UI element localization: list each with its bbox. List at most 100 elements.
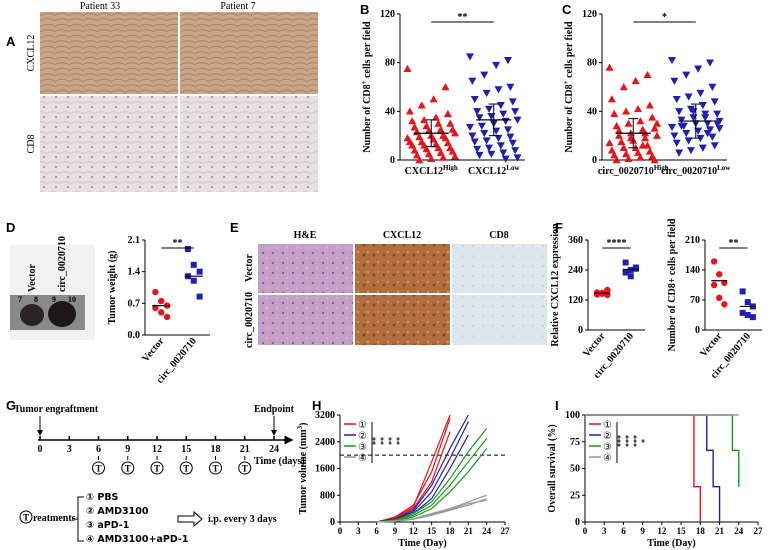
- data-point: [190, 277, 197, 284]
- micrograph: [180, 12, 318, 94]
- significance: ***: [616, 435, 625, 447]
- data-point: [713, 110, 722, 118]
- y-tick-label: 1600: [315, 464, 335, 475]
- axis-label-sup: +: [562, 80, 570, 84]
- x-tick-label: CXCL12High: [405, 164, 458, 177]
- data-point: [501, 155, 510, 163]
- x-tick-label: 0: [583, 526, 588, 536]
- column-label: Patient 33: [80, 1, 120, 12]
- data-point: [698, 102, 707, 110]
- data-point: [708, 83, 717, 91]
- timeline-label: Endpoint: [254, 404, 295, 415]
- data-point: [677, 122, 686, 130]
- growth-line: [376, 499, 487, 523]
- treatment-icon: [238, 461, 252, 475]
- data-point: [749, 314, 756, 321]
- significance: **: [173, 238, 183, 249]
- timeline-tick-label: 3: [67, 444, 72, 455]
- axis-label-text: Number of CD8+ cells per field: [667, 218, 678, 351]
- data-point: [420, 115, 429, 124]
- x-axis-label: Time (Day): [647, 538, 695, 549]
- hollow-arrow: [177, 510, 203, 528]
- y-tick-label: 3200: [315, 410, 335, 421]
- y-tick-label: 120: [582, 9, 597, 20]
- y-tick-label: 0: [695, 325, 700, 336]
- data-point: [645, 101, 654, 109]
- data-point: [443, 109, 452, 117]
- treatments-bracket: [72, 496, 84, 542]
- data-point: [441, 134, 450, 142]
- y-tick-label: 50: [570, 464, 580, 475]
- category-sup: Low: [717, 164, 731, 172]
- data-point: [485, 144, 493, 152]
- y-tick-label: 800: [320, 490, 335, 501]
- data-point: [703, 120, 712, 128]
- data-point: [694, 65, 703, 73]
- data-point: [448, 147, 457, 155]
- data-point: [496, 142, 505, 150]
- data-point: [499, 110, 508, 118]
- x-tick-label: CXCL12Low: [468, 164, 521, 177]
- data-point: [739, 288, 746, 295]
- y-tick-label: 210: [685, 235, 700, 246]
- data-point: [715, 125, 724, 133]
- column-label: CXCL12: [383, 230, 421, 241]
- panel-letter: G: [6, 398, 16, 413]
- significance: **: [387, 437, 396, 445]
- data-point: [184, 246, 191, 253]
- treatment-icon-label: T: [242, 464, 248, 474]
- data-point: [619, 83, 628, 91]
- ruler-number: 8: [34, 295, 38, 304]
- data-point: [701, 114, 710, 122]
- x-tick-label: 21: [464, 526, 474, 536]
- micrograph: [452, 244, 547, 293]
- data-point: [716, 294, 723, 302]
- timeline-axis-label: Time (days): [254, 456, 305, 467]
- data-point: [682, 130, 691, 138]
- significance: ****: [607, 238, 627, 249]
- data-point: [624, 119, 633, 127]
- data-point: [475, 114, 484, 122]
- y-tick-label: 120: [568, 295, 583, 306]
- y-tick-label: 80: [587, 58, 597, 69]
- data-point: [672, 95, 681, 104]
- data-point: [470, 95, 479, 104]
- axis-label: Number of CD8+ cells per field: [360, 21, 373, 153]
- y-tick-label: 2.1: [128, 235, 141, 246]
- data-point: [627, 273, 634, 280]
- data-point: [196, 293, 203, 300]
- timeline-tick-label: 21: [240, 444, 250, 455]
- tumor: [20, 304, 44, 326]
- data-point: [152, 304, 159, 312]
- y-tick-label: 140: [685, 265, 700, 276]
- x-tick-label: 3: [356, 526, 361, 536]
- category-text: circ_0020710: [598, 166, 654, 177]
- significance: ***: [624, 435, 633, 447]
- data-point: [511, 108, 520, 116]
- data-point: [643, 70, 652, 79]
- data-point: [631, 76, 640, 85]
- data-point: [713, 120, 722, 128]
- data-point: [408, 117, 417, 125]
- data-point: [617, 137, 626, 145]
- error-bar: [426, 119, 437, 148]
- panel-letter: I: [555, 398, 559, 413]
- timeline-tick-label: 15: [181, 444, 191, 455]
- data-point: [487, 150, 496, 158]
- data-point: [417, 101, 426, 109]
- axis-label-text: Tumor volume (mm: [298, 429, 309, 515]
- category-text: CXCL12: [468, 166, 506, 177]
- data-point: [684, 93, 693, 101]
- axis-label-text: Overall survival (%): [547, 424, 558, 512]
- axis-label-text: cells per field: [564, 21, 575, 80]
- data-point: [698, 144, 707, 152]
- data-point: [706, 126, 714, 134]
- x-tick-label: 24: [734, 526, 744, 536]
- significance: **: [371, 437, 380, 445]
- legend-label: ④: [603, 453, 612, 464]
- data-point: [653, 119, 661, 127]
- legend-label: ④: [358, 453, 367, 464]
- treatment-icon-label: T: [23, 513, 29, 523]
- data-point: [670, 132, 679, 140]
- data-point: [672, 139, 681, 147]
